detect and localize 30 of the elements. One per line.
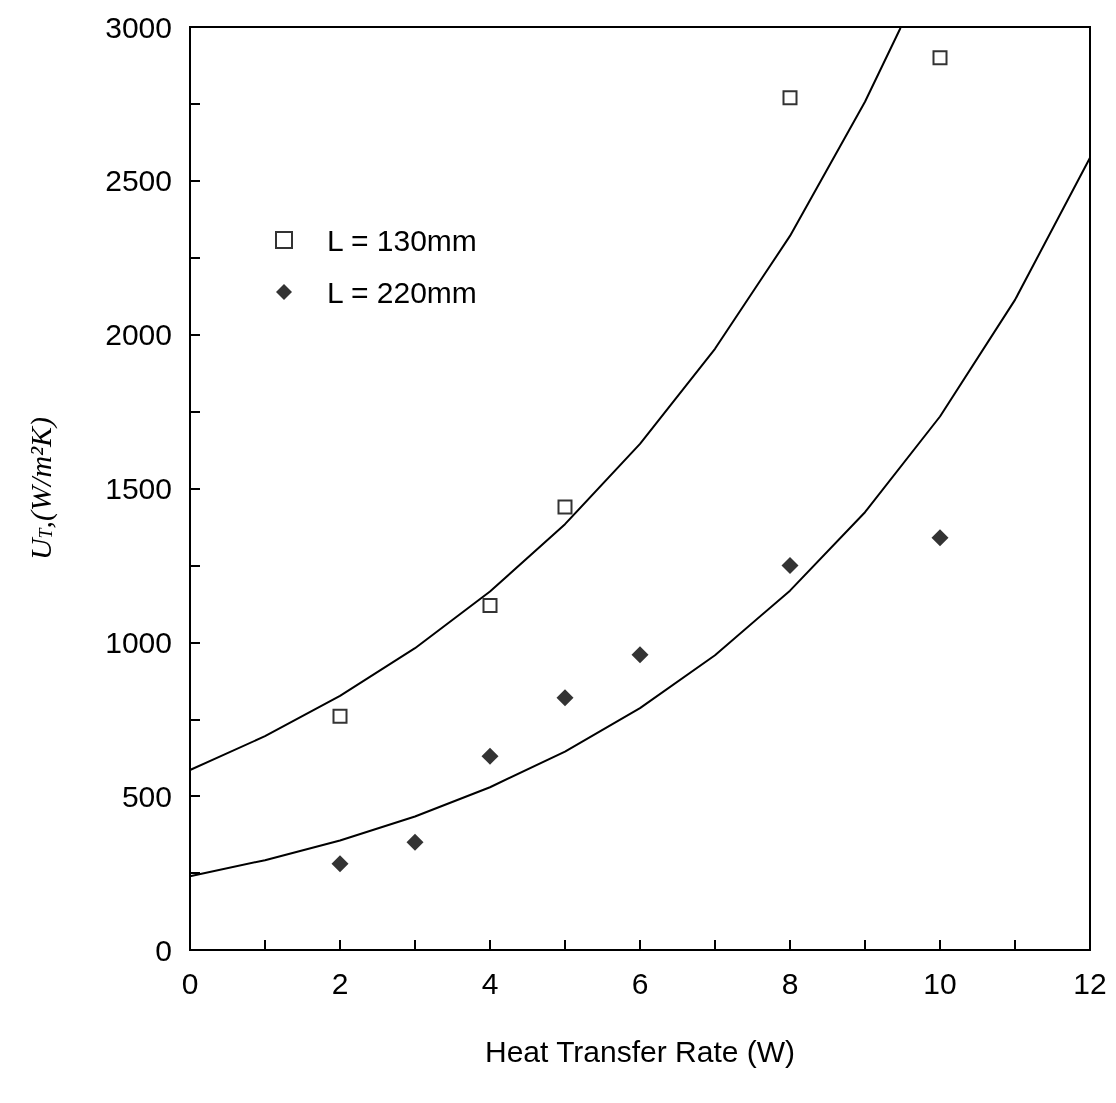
y-tick-label: 1000 bbox=[105, 625, 172, 659]
legend-label: L = 130mm bbox=[327, 223, 477, 257]
point bbox=[932, 50, 948, 66]
x-tick-label: 4 bbox=[481, 966, 499, 1000]
y-tick-label: 2500 bbox=[105, 164, 172, 198]
point bbox=[557, 499, 573, 515]
x-tick-label: 2 bbox=[331, 966, 349, 1000]
x-tick-label: 6 bbox=[631, 966, 649, 1000]
y-tick-label: 2000 bbox=[105, 318, 172, 352]
point bbox=[481, 747, 499, 765]
point bbox=[331, 855, 349, 873]
x-axis-title: Heat Transfer Rate (W) bbox=[484, 1034, 796, 1068]
x-tick-label: 8 bbox=[781, 966, 799, 1000]
y-tick-label: 3000 bbox=[105, 10, 172, 44]
point bbox=[556, 689, 574, 707]
point bbox=[782, 90, 798, 106]
y-tick-label: 0 bbox=[155, 933, 172, 967]
point bbox=[931, 529, 949, 547]
y-axis-title: UT,(W/m²K) bbox=[23, 416, 58, 561]
x-tick-label: 0 bbox=[181, 966, 199, 1000]
point bbox=[482, 597, 498, 613]
y-tick-label: 1500 bbox=[105, 472, 172, 505]
point bbox=[631, 646, 649, 664]
y-tick-label: 500 bbox=[121, 779, 172, 813]
legend-label: L = 220mm bbox=[327, 275, 477, 309]
point bbox=[781, 556, 799, 574]
point bbox=[332, 708, 348, 724]
point bbox=[406, 833, 424, 851]
x-tick-label: 10 bbox=[923, 966, 957, 1000]
x-tick-label: 12 bbox=[1073, 966, 1107, 1000]
